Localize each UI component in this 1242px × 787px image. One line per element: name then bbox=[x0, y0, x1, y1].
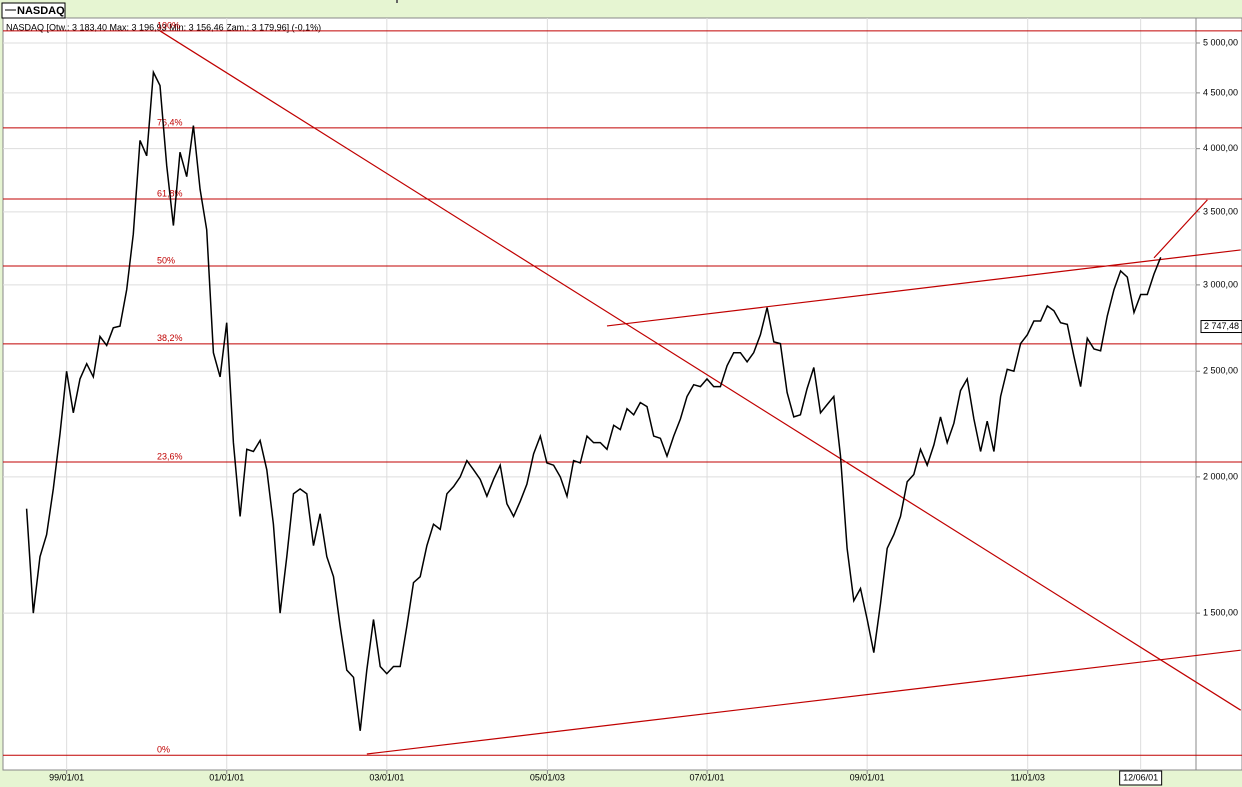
y-tick-label: 4 000,00 bbox=[1203, 143, 1238, 153]
trend-line bbox=[606, 249, 1241, 327]
fib-label: 76,4% bbox=[157, 117, 183, 127]
plot-area bbox=[2, 17, 1242, 771]
legend-box bbox=[1, 2, 66, 19]
trend-line bbox=[159, 30, 1242, 711]
price-tag-box bbox=[1200, 320, 1242, 334]
trend-line bbox=[1153, 199, 1208, 259]
y-tick-label: 3 000,00 bbox=[1203, 279, 1238, 289]
price-tag-label: 2 747,48 bbox=[1204, 321, 1239, 331]
fib-label: 100% bbox=[157, 20, 180, 30]
y-tick-label: 1 500,00 bbox=[1203, 607, 1238, 617]
y-tick-label: 5 000,00 bbox=[1203, 37, 1238, 47]
fib-label: 23,6% bbox=[157, 451, 183, 461]
x-tick-label: 05/01/03 bbox=[530, 772, 565, 782]
fib-label: 50% bbox=[157, 255, 175, 265]
y-tick-label: 4 500,00 bbox=[1203, 87, 1238, 97]
fib-label: 38,2% bbox=[157, 333, 183, 343]
trend-line bbox=[366, 649, 1241, 755]
x-tick-label: 11/01/03 bbox=[1011, 772, 1045, 782]
price-line bbox=[25, 69, 1162, 731]
current-date-box bbox=[1119, 770, 1163, 786]
fib-label: 0% bbox=[157, 745, 170, 755]
info-text: NASDAQ [Otw.: 3 183,40 Max: 3 196,93 Min… bbox=[6, 22, 321, 32]
y-tick-label: 2 000,00 bbox=[1203, 471, 1238, 481]
x-tick-label: 09/01/01 bbox=[850, 772, 885, 782]
x-tick-label: 99/01/01 bbox=[49, 772, 84, 782]
legend-label: NASDAQ bbox=[17, 5, 65, 17]
toolbar-edge bbox=[396, 0, 398, 3]
x-tick-label: 01/01/01 bbox=[209, 772, 244, 782]
x-tick-label: 07/01/01 bbox=[690, 772, 725, 782]
y-tick-label: 2 500,00 bbox=[1203, 366, 1238, 376]
x-tick-label: 12/06/01 bbox=[1123, 772, 1158, 782]
x-tick-label: 03/01/01 bbox=[369, 772, 404, 782]
y-tick-label: 3 500,00 bbox=[1203, 206, 1238, 216]
